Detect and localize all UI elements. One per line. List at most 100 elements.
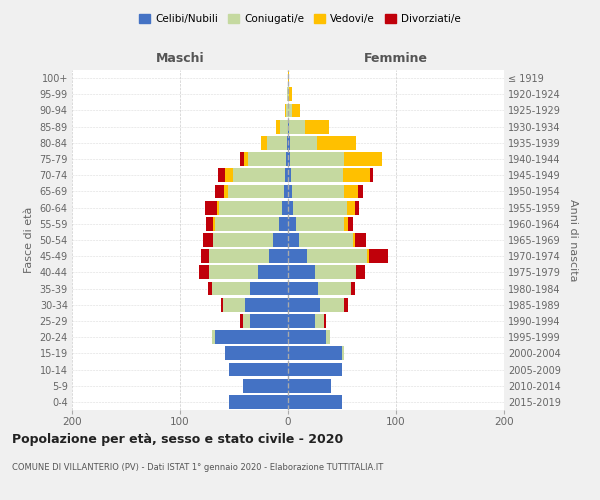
Bar <box>245 298 288 312</box>
Text: COMUNE DI VILLANTERIO (PV) - Dati ISTAT 1° gennaio 2020 - Elaborazione TUTTITALI: COMUNE DI VILLANTERIO (PV) - Dati ISTAT … <box>12 462 383 471</box>
Bar <box>244 152 248 166</box>
Bar <box>288 250 307 263</box>
Y-axis label: Anni di nascita: Anni di nascita <box>568 198 578 281</box>
Bar <box>223 298 245 312</box>
Bar <box>323 314 326 328</box>
Bar <box>248 152 286 166</box>
Bar <box>233 168 285 182</box>
Text: Popolazione per età, sesso e stato civile - 2020: Popolazione per età, sesso e stato civil… <box>12 432 343 446</box>
Bar <box>355 233 366 247</box>
Bar <box>288 88 289 101</box>
Y-axis label: Fasce di età: Fasce di età <box>24 207 34 273</box>
Bar <box>288 120 289 134</box>
Bar <box>367 250 369 263</box>
Bar <box>288 298 320 312</box>
Bar <box>209 266 258 280</box>
Bar <box>288 314 315 328</box>
Bar <box>326 330 330 344</box>
Bar <box>214 233 273 247</box>
Bar <box>358 184 362 198</box>
Bar <box>269 250 288 263</box>
Bar <box>288 71 289 85</box>
Bar <box>229 395 288 409</box>
Bar <box>288 200 293 214</box>
Bar <box>203 233 214 247</box>
Bar <box>288 184 292 198</box>
Bar <box>353 233 355 247</box>
Bar <box>291 168 343 182</box>
Bar <box>288 395 342 409</box>
Bar <box>342 346 344 360</box>
Bar <box>288 168 291 182</box>
Bar <box>229 362 288 376</box>
Bar <box>293 200 347 214</box>
Bar <box>219 200 281 214</box>
Bar <box>287 88 288 101</box>
Legend: Celibi/Nubili, Coniugati/e, Vedovi/e, Divorziati/e: Celibi/Nubili, Coniugati/e, Vedovi/e, Di… <box>135 10 465 29</box>
Bar <box>215 184 224 198</box>
Bar <box>227 184 284 198</box>
Bar <box>290 136 317 149</box>
Bar <box>290 152 344 166</box>
Bar <box>349 217 353 230</box>
Bar <box>218 168 226 182</box>
Bar <box>289 120 305 134</box>
Bar <box>212 330 215 344</box>
Bar <box>305 120 329 134</box>
Bar <box>318 282 350 296</box>
Text: Femmine: Femmine <box>364 52 428 65</box>
Bar <box>296 217 344 230</box>
Bar <box>280 217 288 230</box>
Bar <box>288 217 296 230</box>
Bar <box>288 379 331 392</box>
Bar <box>288 152 290 166</box>
Bar <box>273 233 288 247</box>
Bar <box>286 152 288 166</box>
Bar <box>215 330 288 344</box>
Bar <box>292 184 344 198</box>
Bar <box>200 250 209 263</box>
Bar <box>284 184 288 198</box>
Bar <box>241 152 244 166</box>
Bar <box>199 266 209 280</box>
Bar <box>261 136 268 149</box>
Bar <box>212 282 250 296</box>
Bar <box>288 233 299 247</box>
Bar <box>369 250 388 263</box>
Bar <box>209 250 269 263</box>
Bar <box>317 136 356 149</box>
Bar <box>224 184 227 198</box>
Bar <box>285 104 286 118</box>
Text: Maschi: Maschi <box>155 52 205 65</box>
Bar <box>226 168 233 182</box>
Bar <box>280 120 288 134</box>
Bar <box>315 266 356 280</box>
Bar <box>320 298 344 312</box>
Bar <box>356 266 365 280</box>
Bar <box>288 136 290 149</box>
Bar <box>288 330 326 344</box>
Bar <box>307 250 367 263</box>
Bar <box>242 379 288 392</box>
Bar <box>288 104 292 118</box>
Bar <box>344 217 349 230</box>
Bar <box>258 266 288 280</box>
Bar <box>206 217 214 230</box>
Bar <box>287 136 288 149</box>
Bar <box>276 120 280 134</box>
Bar <box>288 282 318 296</box>
Bar <box>289 88 292 101</box>
Bar <box>315 314 323 328</box>
Bar <box>288 362 342 376</box>
Bar <box>250 314 288 328</box>
Bar <box>285 168 288 182</box>
Bar <box>347 200 355 214</box>
Bar <box>288 346 342 360</box>
Bar <box>344 184 358 198</box>
Bar <box>370 168 373 182</box>
Bar <box>299 233 353 247</box>
Bar <box>214 217 215 230</box>
Bar <box>350 282 355 296</box>
Bar <box>208 282 212 296</box>
Bar <box>344 298 349 312</box>
